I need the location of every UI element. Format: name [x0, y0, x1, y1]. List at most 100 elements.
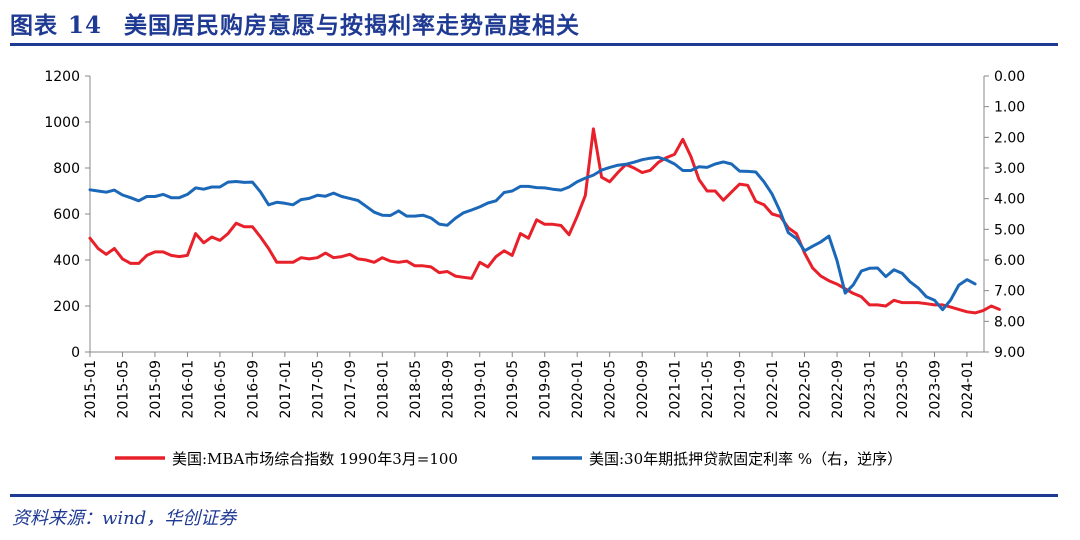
source-note: 资料来源：wind，华创证券	[12, 508, 237, 529]
data-point	[357, 258, 359, 260]
left-tick-label: 400	[53, 253, 80, 269]
data-point	[584, 194, 587, 197]
data-point	[746, 184, 749, 187]
data-point	[284, 261, 286, 264]
data-point	[836, 259, 838, 262]
data-point	[584, 177, 587, 179]
data-point	[933, 299, 936, 301]
data-point	[503, 250, 505, 252]
data-point	[397, 210, 400, 212]
data-point	[275, 261, 278, 264]
data-point	[503, 191, 505, 194]
data-point	[941, 304, 944, 306]
data-point	[267, 204, 270, 206]
data-point	[235, 222, 237, 224]
data-point	[121, 194, 124, 196]
data-point	[137, 262, 140, 265]
data-point	[97, 247, 99, 250]
data-point	[446, 270, 449, 273]
data-point	[803, 252, 806, 254]
data-point	[608, 166, 611, 169]
data-point	[97, 190, 99, 192]
data-point	[690, 155, 692, 158]
data-point	[714, 163, 717, 165]
data-point	[592, 174, 595, 176]
data-point	[478, 206, 481, 208]
data-point	[795, 232, 798, 235]
data-point	[820, 241, 822, 243]
data-point	[478, 261, 481, 264]
data-point	[730, 163, 733, 165]
x-tick-label: 2023-01	[863, 360, 879, 419]
data-point	[535, 186, 538, 189]
x-tick-label: 2015-05	[115, 360, 131, 419]
data-point	[893, 269, 895, 271]
data-point	[105, 253, 108, 256]
data-point	[519, 185, 522, 188]
figure-title-text: 美国居民购房意愿与按揭利率走势高度相关	[124, 12, 581, 39]
data-point	[405, 260, 408, 262]
data-point	[227, 181, 229, 183]
right-tick-label: 5.00	[994, 222, 1025, 238]
data-point	[267, 247, 270, 250]
data-point	[178, 255, 181, 258]
data-point	[194, 187, 197, 189]
data-point	[357, 199, 359, 202]
data-point	[186, 193, 189, 196]
data-point	[275, 201, 278, 204]
data-point	[487, 202, 489, 204]
data-point	[925, 302, 928, 305]
data-point	[332, 256, 335, 259]
data-point	[990, 305, 993, 307]
mortgage-rate-points	[89, 156, 976, 311]
data-point	[219, 239, 221, 242]
right-tick-label: 3.00	[994, 161, 1025, 177]
figure-label: 图表	[10, 12, 58, 39]
data-point	[340, 195, 343, 198]
data-point	[129, 262, 132, 265]
data-point	[487, 266, 489, 268]
data-point	[422, 264, 424, 267]
data-point	[381, 214, 384, 217]
data-point	[495, 255, 497, 258]
data-point	[828, 235, 830, 237]
data-point	[755, 200, 757, 203]
data-point	[422, 214, 424, 217]
data-point	[901, 272, 903, 274]
data-point	[211, 236, 213, 238]
data-point	[194, 232, 197, 235]
data-point	[787, 231, 790, 234]
x-tick-label: 2016-01	[180, 360, 196, 419]
data-point	[543, 223, 546, 226]
data-point	[543, 187, 546, 189]
right-tick-label: 7.00	[994, 284, 1025, 300]
left-tick-label: 1200	[44, 69, 80, 85]
data-point	[949, 299, 952, 301]
data-point	[292, 204, 294, 206]
data-point	[405, 215, 408, 217]
data-point	[665, 159, 668, 161]
data-point	[527, 237, 530, 239]
data-point	[129, 196, 132, 199]
data-point	[324, 252, 327, 254]
data-point	[974, 312, 976, 314]
data-point	[235, 180, 237, 183]
right-tick-label: 1.00	[994, 100, 1025, 116]
data-point	[365, 259, 367, 261]
data-point	[665, 156, 668, 159]
data-point	[600, 176, 603, 178]
data-point	[852, 284, 855, 286]
x-tick-label: 2017-09	[343, 360, 359, 419]
data-point	[860, 270, 863, 272]
footer-rule	[10, 494, 1058, 497]
data-point	[113, 247, 116, 250]
data-point	[966, 278, 968, 281]
data-point	[633, 167, 635, 169]
data-point	[617, 171, 619, 174]
data-point	[349, 253, 351, 256]
data-point	[430, 266, 432, 268]
data-point	[470, 277, 473, 280]
data-point	[324, 195, 327, 198]
data-point	[884, 305, 887, 307]
x-tick-label: 2021-05	[700, 360, 716, 419]
